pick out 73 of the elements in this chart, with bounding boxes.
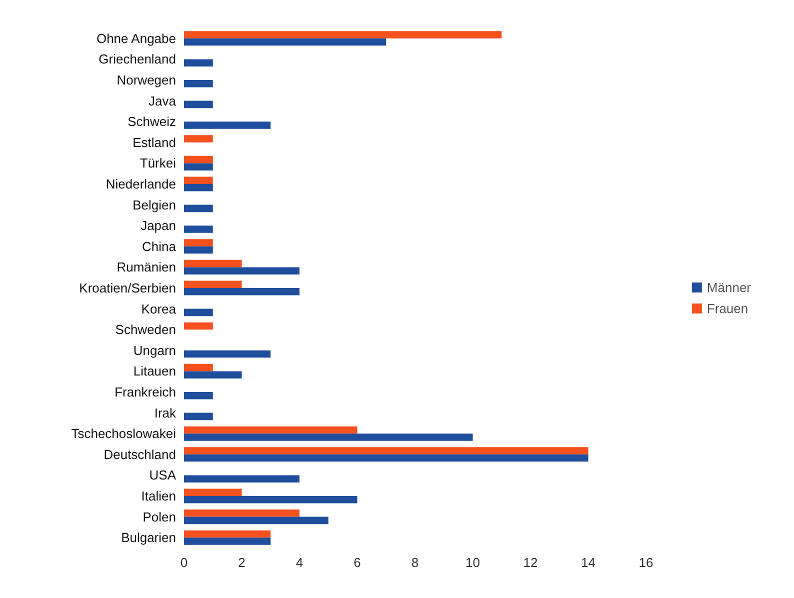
- y-tick-label: Tschechoslowakei: [71, 426, 176, 442]
- bar: [184, 510, 300, 517]
- bar: [184, 280, 242, 288]
- y-tick-label: Java: [148, 93, 177, 108]
- y-tick-label: Ohne Angabe: [96, 30, 176, 46]
- bar: [184, 392, 213, 400]
- bar: [184, 350, 271, 358]
- y-tick-label: Rumänien: [116, 260, 176, 275]
- x-tick-label: 2: [238, 555, 246, 570]
- y-tick-label: Bulgarien: [121, 530, 176, 546]
- bar: [184, 100, 213, 108]
- y-tick-label: Italien: [141, 488, 176, 504]
- bar: [184, 31, 502, 38]
- y-tick-label: Japan: [140, 218, 176, 234]
- bar: [184, 288, 300, 296]
- x-tick-label: 16: [638, 555, 654, 570]
- y-tick-label: Belgien: [132, 197, 176, 212]
- bar: [184, 135, 213, 142]
- bar: [184, 260, 242, 268]
- bar: [184, 163, 213, 170]
- bar: [184, 239, 213, 246]
- y-tick-label: Deutschland: [104, 446, 176, 462]
- bar: [184, 364, 213, 372]
- y-tick-label: Griechenland: [98, 52, 176, 67]
- x-tick-label: 12: [523, 555, 538, 570]
- bar: [184, 454, 588, 462]
- bar: [184, 516, 328, 524]
- bar: [184, 204, 213, 212]
- bar: [184, 176, 213, 184]
- bar: [184, 447, 588, 454]
- bar: [184, 122, 271, 129]
- bar: [184, 426, 358, 434]
- x-tick-label: 14: [581, 555, 596, 570]
- y-tick-label: China: [142, 238, 177, 254]
- bar: [184, 538, 271, 545]
- y-tick-label: Estland: [132, 134, 176, 150]
- y-tick-label: Schweiz: [128, 114, 176, 130]
- x-tick-label: 8: [411, 555, 419, 570]
- y-tick-label: Korea: [141, 301, 177, 316]
- bar: [184, 412, 213, 420]
- bar: [184, 371, 242, 378]
- bar: [184, 38, 386, 46]
- bar: [184, 156, 213, 164]
- bar: [184, 488, 242, 496]
- y-tick-label: Türkei: [140, 156, 176, 171]
- x-tick-label: 0: [180, 555, 188, 570]
- legend-label: Frauen: [706, 301, 748, 316]
- bar: [184, 184, 213, 192]
- legend-label: Männer: [706, 280, 752, 295]
- y-tick-label: Kroatien/Serbien: [79, 280, 176, 296]
- bar: [184, 80, 213, 88]
- y-tick-label: Schweden: [115, 322, 176, 338]
- x-tick-label: 6: [354, 555, 361, 570]
- y-tick-label: Irak: [154, 405, 176, 420]
- x-tick-label: 4: [296, 555, 304, 570]
- y-tick-label: Niederlande: [106, 176, 176, 192]
- bar: [184, 308, 213, 316]
- y-tick-label: Ungarn: [133, 342, 176, 358]
- bar: [184, 226, 213, 233]
- y-tick-label: Norwegen: [116, 72, 176, 88]
- bar: [184, 322, 213, 330]
- bar: [184, 434, 473, 441]
- y-tick-label: Litauen: [133, 364, 176, 379]
- bar: [184, 475, 300, 482]
- y-tick-label: Polen: [142, 509, 176, 524]
- y-tick-label: USA: [149, 468, 176, 483]
- bar: [184, 246, 213, 254]
- bar: [184, 267, 300, 274]
- y-tick-label: Frankreich: [114, 384, 176, 400]
- bar: [184, 59, 213, 66]
- bar: [184, 530, 271, 538]
- x-tick-label: 10: [466, 555, 480, 570]
- bar: [184, 496, 358, 504]
